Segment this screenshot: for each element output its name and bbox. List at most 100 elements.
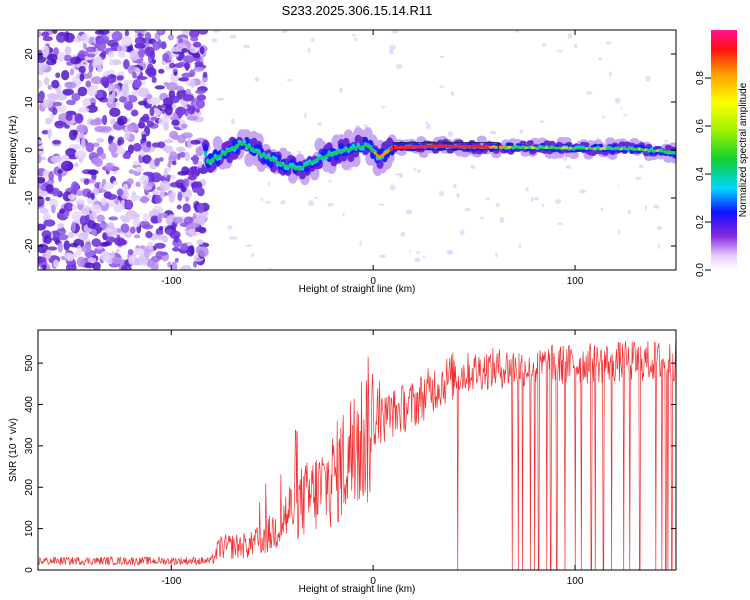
heatmap-cell bbox=[602, 115, 606, 119]
heatmap-cell bbox=[175, 146, 186, 153]
heatmap-cell bbox=[375, 153, 379, 157]
heatmap-cell bbox=[495, 252, 498, 258]
heatmap-cell bbox=[51, 107, 58, 116]
heatmap-cell bbox=[202, 71, 208, 78]
heatmap-cell bbox=[38, 145, 45, 156]
heatmap-cell bbox=[107, 51, 115, 58]
colorbar-gradient bbox=[711, 30, 737, 270]
heatmap-cell bbox=[381, 105, 386, 109]
heatmap-cell bbox=[197, 202, 205, 214]
heatmap-cell bbox=[438, 190, 444, 197]
heatmap-cell bbox=[167, 261, 172, 268]
heatmap-cell bbox=[147, 181, 156, 187]
heatmap-cell bbox=[453, 183, 457, 189]
heatmap-cell bbox=[129, 226, 136, 234]
heatmap-cell bbox=[72, 143, 82, 150]
heatmap-cell bbox=[45, 249, 52, 260]
heatmap-cell bbox=[548, 140, 556, 147]
heatmap-cell bbox=[342, 212, 345, 217]
heatmap-cell bbox=[91, 238, 102, 247]
heatmap-cell bbox=[74, 113, 84, 124]
heatmap-cell bbox=[38, 79, 43, 88]
heatmap-cell bbox=[108, 142, 118, 154]
heatmap-cell bbox=[171, 119, 180, 126]
spectrogram-y-tick-label: 0 bbox=[24, 147, 35, 153]
heatmap-cell bbox=[93, 55, 103, 66]
heatmap-cell bbox=[139, 220, 150, 229]
heatmap-cell bbox=[169, 230, 181, 240]
heatmap-cell bbox=[525, 187, 529, 192]
heatmap-cell bbox=[623, 113, 628, 117]
heatmap-cell bbox=[159, 180, 171, 191]
heatmap-cell bbox=[41, 48, 49, 58]
snr-y-tick-label: 500 bbox=[24, 354, 35, 371]
heatmap-cell bbox=[41, 31, 50, 38]
heatmap-cell bbox=[63, 252, 74, 259]
heatmap-cell bbox=[369, 147, 373, 151]
heatmap-cell bbox=[351, 34, 356, 37]
heatmap-cell bbox=[123, 101, 133, 110]
heatmap-cell bbox=[189, 78, 196, 88]
heatmap-cell bbox=[89, 119, 101, 126]
heatmap-cell bbox=[178, 152, 187, 158]
heatmap-cell bbox=[43, 235, 52, 244]
spectrogram-x-tick-label: 0 bbox=[370, 276, 376, 287]
heatmap-cell bbox=[663, 155, 674, 163]
heatmap-cell bbox=[600, 207, 603, 212]
heatmap-cell bbox=[518, 243, 522, 249]
heatmap-cell bbox=[85, 46, 97, 53]
figure-title: S233.2025.306.15.14.R11 bbox=[282, 3, 433, 18]
heatmap-cell bbox=[114, 237, 126, 247]
heatmap-cell bbox=[55, 32, 67, 43]
heatmap-cell bbox=[515, 30, 520, 33]
heatmap-cell bbox=[154, 194, 163, 204]
heatmap-cell bbox=[193, 110, 202, 117]
heatmap-cell bbox=[176, 204, 182, 210]
heatmap-cell bbox=[533, 196, 539, 201]
heatmap-cell bbox=[120, 199, 126, 210]
heatmap-cell bbox=[140, 195, 149, 204]
heatmap-cell bbox=[125, 210, 138, 220]
heatmap-cell bbox=[133, 234, 141, 239]
snr-y-axis-label: SNR (10 * v/v) bbox=[8, 418, 19, 482]
heatmap-cell bbox=[64, 124, 70, 129]
heatmap-cell bbox=[605, 41, 612, 45]
heatmap-cell bbox=[154, 234, 166, 240]
heatmap-cell bbox=[568, 151, 579, 160]
heatmap-cell bbox=[555, 199, 562, 204]
heatmap-cell bbox=[151, 58, 157, 65]
heatmap-cell bbox=[470, 164, 476, 169]
colorbar-tick-label: 0.8 bbox=[695, 71, 706, 85]
heatmap-cell bbox=[310, 37, 315, 43]
heatmap-cell bbox=[177, 191, 183, 201]
heatmap-cell bbox=[392, 142, 499, 151]
heatmap-cell bbox=[181, 132, 193, 139]
heatmap-cell bbox=[43, 219, 56, 227]
heatmap-cell bbox=[51, 204, 56, 214]
heatmap-cell bbox=[202, 144, 209, 152]
heatmap-cell bbox=[154, 85, 165, 90]
heatmap-cell bbox=[100, 76, 109, 87]
heatmap-cell bbox=[174, 257, 179, 263]
heatmap-cell bbox=[70, 181, 79, 193]
heatmap-cell bbox=[63, 54, 72, 62]
heatmap-cell bbox=[134, 36, 147, 45]
heatmap-cell bbox=[251, 252, 254, 258]
heatmap-cell bbox=[57, 233, 69, 241]
heatmap-cell bbox=[136, 75, 148, 81]
heatmap-cell bbox=[130, 194, 142, 201]
heatmap-cell bbox=[167, 34, 175, 41]
heatmap-cell bbox=[74, 162, 79, 168]
heatmap-cell bbox=[80, 138, 86, 149]
heatmap-cell bbox=[133, 79, 142, 87]
heatmap-cell bbox=[65, 113, 73, 121]
heatmap-cell bbox=[508, 142, 514, 147]
heatmap-cell bbox=[64, 90, 72, 96]
heatmap-cell bbox=[149, 97, 161, 106]
heatmap-cell bbox=[47, 128, 52, 140]
heatmap-cell bbox=[112, 180, 119, 186]
heatmap-cell bbox=[158, 68, 165, 74]
heatmap-cell bbox=[118, 96, 127, 103]
heatmap-cell bbox=[634, 176, 642, 181]
heatmap-cell bbox=[108, 216, 119, 221]
